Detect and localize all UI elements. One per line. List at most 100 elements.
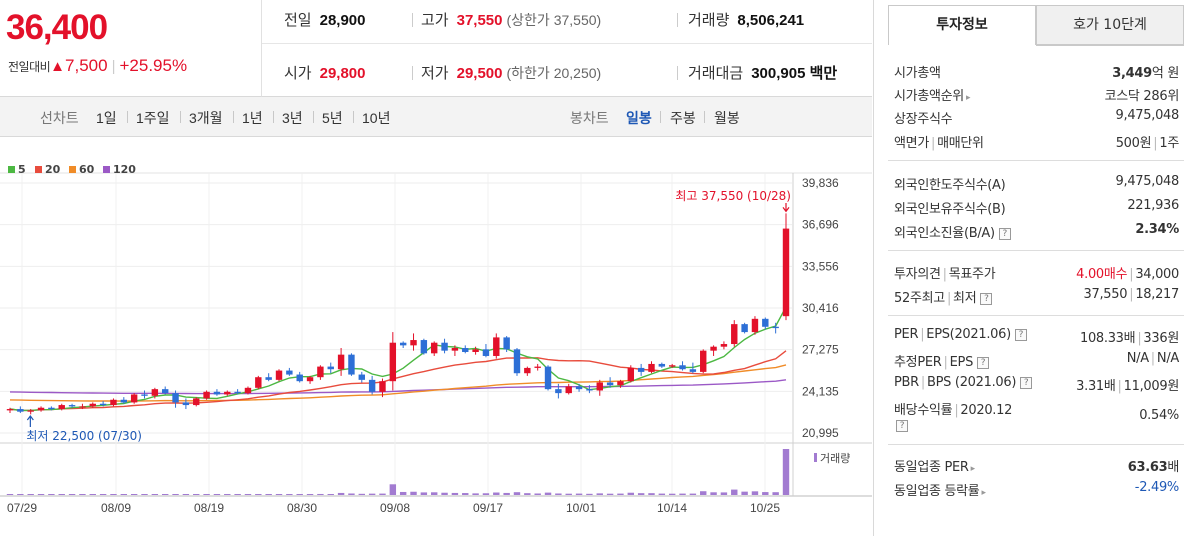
dividend-help: ? [894, 418, 908, 433]
help-icon[interactable]: ? [1015, 329, 1027, 341]
candle-body [328, 367, 334, 370]
current-price: 36,400 [6, 8, 107, 48]
dividend-label: 배당수익률 | 2020.12 [894, 399, 1012, 418]
period-3y[interactable]: 3년 [282, 108, 303, 128]
market-cap-value: 3,449억 원 [1112, 62, 1179, 81]
candle-body [27, 410, 33, 411]
volume-bar [369, 494, 375, 495]
candle-body [234, 392, 240, 393]
candle-body [648, 364, 654, 372]
candle-weekly[interactable]: 주봉 [670, 108, 696, 128]
low-price: 저가 29,500 (하한가 20,250) [421, 62, 601, 83]
52week-value: 37,550 | 18,217 [1084, 287, 1179, 302]
min-price-annotation: 최저 22,500 (07/30) [26, 429, 142, 443]
candle-body [214, 392, 220, 395]
legend-label: 60 [79, 163, 95, 176]
prev-close: 전일 28,900 [284, 9, 366, 30]
per-label: PER | EPS(2021.06)? [894, 327, 1027, 342]
candle-body [752, 319, 758, 332]
candle-body [379, 381, 385, 392]
period-5y[interactable]: 5년 [322, 108, 343, 128]
volume-bar [607, 494, 613, 495]
x-tick-label: 10/01 [566, 501, 596, 515]
volume-bar [710, 492, 716, 495]
volume-bar [245, 494, 251, 495]
help-icon[interactable]: ? [980, 293, 992, 305]
volume-bar [679, 494, 685, 495]
candle-body [317, 367, 323, 378]
candle-body [245, 388, 251, 393]
candle-body [7, 409, 13, 410]
foreign-exhaustion-label: 외국인소진율(B/A)? [894, 222, 1011, 241]
up-triangle-icon: ▲ [50, 58, 65, 75]
volume-legend-label: 거래량 [820, 452, 850, 465]
price-summary: 36,400 전일대비▲7,500 | +25.95% [0, 0, 262, 97]
industry-per-label[interactable]: 동일업종 PER ▸ [894, 456, 975, 475]
volume-bar [617, 494, 623, 495]
candle-body [183, 402, 189, 405]
help-icon[interactable]: ? [1020, 377, 1032, 389]
volume-bar [317, 494, 323, 495]
volume-bar [234, 494, 240, 495]
volume-bar [110, 494, 116, 495]
candle-body [566, 386, 572, 393]
x-tick-label: 10/14 [657, 501, 687, 515]
candle-body [152, 389, 158, 396]
period-10y[interactable]: 10년 [362, 108, 390, 128]
candle-body [121, 400, 127, 403]
change-amount: 7,500 [65, 56, 108, 75]
dividend-value: 0.54% [1139, 408, 1179, 423]
volume-bar [576, 494, 582, 495]
est-per-value: N/A | N/A [1127, 351, 1179, 366]
x-tick-label: 08/19 [194, 501, 224, 515]
min-arrow-icon [27, 416, 33, 427]
volume-bar [659, 494, 665, 495]
price-change-row: 전일대비▲7,500 | +25.95% [8, 56, 187, 76]
volume-bar [172, 494, 178, 495]
candle-body [224, 392, 230, 395]
candle-body [462, 348, 468, 352]
candle-daily[interactable]: 일봉 [626, 108, 652, 128]
period-1y[interactable]: 1년 [242, 108, 263, 128]
industry-change-label[interactable]: 동일업종 등락률 ▸ [894, 480, 986, 499]
period-1d[interactable]: 1일 [96, 108, 117, 128]
divider: | [112, 58, 116, 75]
volume-bar [59, 494, 65, 495]
candle-body [628, 368, 634, 381]
candle-body [586, 389, 592, 390]
tab-order-book-10[interactable]: 호가 10단계 [1036, 5, 1184, 45]
volume-bar [90, 494, 96, 495]
volume-bar [183, 494, 189, 495]
divider [888, 444, 1184, 445]
divider [888, 250, 1184, 251]
candle-body [472, 349, 478, 352]
volume-bar [100, 494, 106, 495]
candle-body [514, 349, 520, 373]
help-icon[interactable]: ? [896, 420, 908, 432]
help-icon[interactable]: ? [977, 357, 989, 369]
candle-body [276, 371, 282, 380]
ma-line-5 [10, 307, 786, 411]
candle-body [576, 386, 582, 389]
period-1w[interactable]: 1주일 [136, 108, 170, 128]
period-3m[interactable]: 3개월 [189, 108, 223, 128]
candle-monthly[interactable]: 월봉 [714, 108, 740, 128]
industry-per-value: 63.63배 [1128, 456, 1179, 475]
stock-candle-chart[interactable]: 39,836 36,696 33,556 30,416 27,275 24,135 20,9… [0, 137, 872, 536]
candle-body [338, 355, 344, 370]
divider [888, 160, 1184, 161]
volume-bar [296, 494, 302, 495]
volume-bar [472, 493, 478, 495]
volume-bar [597, 493, 603, 495]
candle-body [772, 327, 778, 328]
help-icon[interactable]: ? [999, 228, 1011, 240]
tab-investment-info[interactable]: 투자정보 [888, 5, 1036, 45]
y-tick-label: 30,416 [802, 301, 839, 315]
candle-body [410, 340, 416, 345]
market-cap-rank-label[interactable]: 시가총액순위 ▸ [894, 85, 970, 104]
volume-bar [421, 492, 427, 495]
pbr-label: PBR | BPS (2021.06)? [894, 375, 1032, 390]
candle-body [17, 409, 23, 412]
candle-body [545, 367, 551, 390]
candle-body [669, 365, 675, 366]
